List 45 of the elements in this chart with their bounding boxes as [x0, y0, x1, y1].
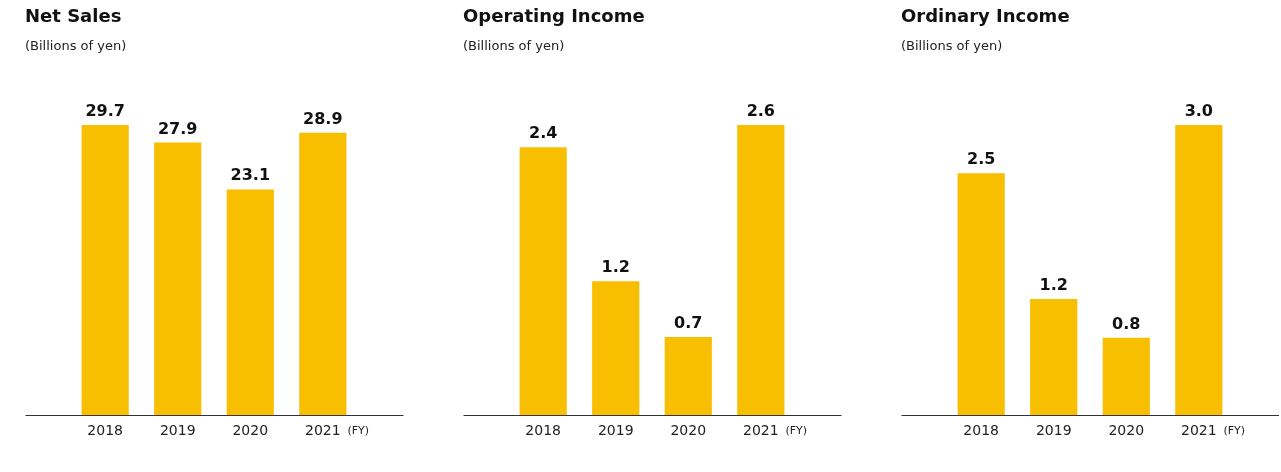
x-axis-title: (FY)	[347, 423, 370, 437]
x-tick-label: 2019	[597, 421, 634, 438]
data-label: 28.9	[303, 108, 343, 128]
chart-subtitle: (Billions of yen)	[463, 38, 565, 53]
chart-subtitle: (Billions of yen)	[901, 38, 1003, 53]
x-tick-label: 2019	[159, 421, 196, 438]
x-tick-label: 2020	[232, 421, 269, 438]
data-label: 2.6	[746, 101, 775, 120]
x-tick-label: 2020	[670, 421, 707, 438]
data-label: 2.5	[967, 149, 996, 169]
data-label: 1.2	[601, 257, 630, 277]
data-label: 0.8	[1112, 313, 1141, 333]
bar	[737, 125, 785, 415]
bar	[226, 189, 274, 415]
data-label: 27.9	[157, 118, 198, 138]
x-tick-label: 2018	[87, 421, 123, 438]
chart-title: Operating Income	[463, 5, 645, 26]
x-tick-label: 2021	[743, 421, 779, 438]
x-tick-label: 2019	[1035, 421, 1072, 438]
x-axis-title: (FY)	[785, 423, 808, 437]
data-label: 0.7	[674, 312, 703, 332]
x-tick-label: 2018	[963, 421, 999, 438]
data-label: 1.2	[1039, 275, 1068, 294]
bar	[592, 281, 640, 415]
chart-title: Ordinary Income	[901, 5, 1070, 26]
data-label: 29.7	[85, 101, 125, 120]
x-tick-label: 2021	[1181, 421, 1217, 438]
data-label: 3.0	[1184, 101, 1213, 120]
bar	[299, 132, 347, 415]
bar	[1030, 299, 1078, 415]
bar	[664, 336, 712, 415]
chart-title: Net Sales	[25, 5, 122, 26]
bar	[154, 142, 202, 415]
bar	[957, 173, 1005, 415]
data-label: 23.1	[230, 165, 271, 185]
chart-subtitle: (Billions of yen)	[25, 38, 127, 53]
bar	[1175, 125, 1223, 415]
data-label: 2.4	[529, 123, 558, 143]
bar	[81, 125, 129, 415]
x-tick-label: 2021	[305, 421, 341, 438]
x-tick-label: 2020	[1108, 421, 1145, 438]
bar	[519, 147, 567, 415]
bar	[1102, 337, 1150, 415]
x-axis-title: (FY)	[1223, 423, 1246, 437]
x-tick-label: 2018	[525, 421, 561, 438]
